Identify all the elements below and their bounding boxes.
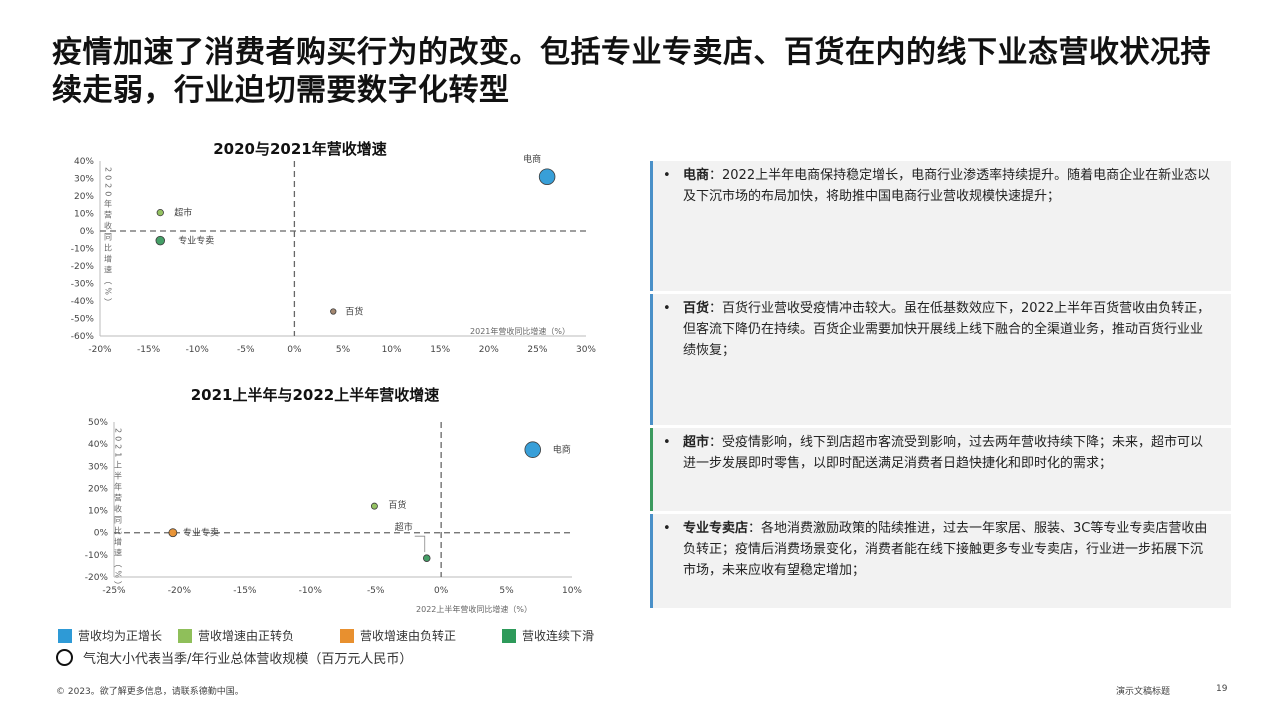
x-tick-label: -5%: [367, 586, 385, 596]
x-tick-label: -10%: [299, 586, 323, 596]
bullet-icon: •: [663, 301, 671, 316]
legend-swatch-blue: [58, 628, 72, 643]
legend-item-pos-to-neg: 营收增速由正转负: [178, 627, 294, 644]
panel-ecommerce: • 电商：2022上半年电商保持稳定增长，电商行业渗透率持续提升。随着电商企业在…: [650, 161, 1231, 291]
x-tick-label: -20%: [88, 345, 112, 355]
bubble-outline-icon: [56, 649, 73, 666]
y-tick-label: 0%: [80, 227, 95, 237]
y-tick-label: -40%: [71, 297, 95, 307]
legend-swatch-orange: [340, 628, 354, 643]
chart1-scatter: -20% -15% -10% -5% 0% 5% 10% 15% 20% 25% 30% 40% 30%…: [71, 154, 597, 355]
x-tick-label: 20%: [479, 345, 499, 355]
y-tick-label: -50%: [71, 315, 95, 325]
leader-line: [414, 535, 426, 553]
y-axis-label: 2021上半年营收同比增速（%）: [114, 428, 123, 592]
data-label: 电商: [553, 444, 571, 456]
panel-body: ：2022上半年电商保持稳定增长，电商行业渗透率持续提升。随着电商企业在新业态以…: [683, 168, 1211, 204]
legend-bubble-note: 气泡大小代表当季/年行业总体营收规模（百万元人民币）: [56, 648, 412, 667]
data-label: 专业专卖: [178, 235, 214, 247]
x-tick-label: 5%: [336, 345, 351, 355]
panel-specialty-store: • 专业专卖店：各地消费激励政策的陆续推进，过去一年家居、服装、3C等专业专卖店…: [650, 514, 1231, 608]
legend-label: 营收增速由负转正: [360, 629, 457, 643]
y-tick-label: 30%: [88, 462, 108, 472]
x-axis-label: 2022上半年营收同比增速（%）: [416, 604, 532, 614]
y-axis-label: 2020年营收同比增速（%）: [104, 167, 113, 309]
y-tick-label: -30%: [71, 280, 95, 290]
legend-label: 营收均为正增长: [78, 629, 163, 643]
x-tick-label: 15%: [430, 345, 450, 355]
y-tick-label: 10%: [88, 507, 108, 517]
footer-page-number: 19: [1216, 684, 1228, 694]
data-point: [524, 441, 542, 458]
bullet-icon: •: [663, 521, 671, 536]
y-tick-label: -60%: [71, 332, 95, 342]
panel-heading: 专业专卖店: [683, 521, 749, 536]
data-point: [155, 235, 166, 246]
y-tick-label: 30%: [74, 175, 94, 185]
data-label: 百货: [388, 499, 406, 511]
legend-label: 营收连续下滑: [522, 629, 595, 643]
x-tick-label: 10%: [382, 345, 402, 355]
data-point: [156, 209, 164, 217]
chart2-scatter: -25% -20% -15% -10% -5% 0% 5% 10% 50% 40% 30% 20% 10…: [85, 418, 583, 614]
panel-body: ：百货行业营收受疫情冲击较大。虽在低基数效应下，2022上半年百货营收由负转正，…: [683, 301, 1211, 358]
y-tick-label: 20%: [88, 484, 108, 494]
panel-supermarket: • 超市：受疫情影响，线下到店超市客流受到影响，过去两年营收持续下降；未来，超市…: [650, 428, 1231, 511]
x-axis-label: 2021年营收同比增速（%）: [470, 326, 570, 336]
x-tick-label: -15%: [137, 345, 161, 355]
x-tick-label: -5%: [237, 345, 255, 355]
panel-body: ：受疫情影响，线下到店超市客流受到影响，过去两年营收持续下降；未来，超市可以进一…: [683, 435, 1204, 471]
legend-swatch-green: [502, 628, 516, 643]
data-point: [538, 168, 556, 186]
data-point: [168, 528, 178, 538]
y-tick-label: 10%: [74, 210, 94, 220]
legend-item-positive: 营收均为正增长: [58, 627, 162, 644]
legend-label: 营收增速由正转负: [198, 629, 295, 643]
data-label: 电商: [523, 154, 541, 165]
x-tick-label: 0%: [434, 586, 449, 596]
y-tick-label: 40%: [88, 440, 108, 450]
data-label: 百货: [345, 306, 363, 318]
legend-item-decline: 营收连续下滑: [502, 627, 594, 644]
panel-body: ：各地消费激励政策的陆续推进，过去一年家居、服装、3C等专业专卖店营收由负转正；…: [683, 521, 1208, 578]
panel-heading: 百货: [683, 301, 710, 316]
data-point: [330, 308, 337, 315]
y-tick-label: -10%: [71, 245, 95, 255]
bullet-icon: •: [663, 435, 671, 450]
bullet-icon: •: [663, 168, 671, 183]
y-tick-label: -20%: [85, 573, 109, 583]
y-tick-label: 40%: [74, 157, 94, 167]
y-tick-label: -10%: [85, 551, 109, 561]
y-tick-label: -20%: [71, 262, 95, 272]
y-tick-label: 20%: [74, 192, 94, 202]
panel-department-store: • 百货：百货行业营收受疫情冲击较大。虽在低基数效应下，2022上半年百货营收由…: [650, 294, 1231, 425]
chart1-title: 2020与2021年营收增速: [213, 140, 387, 158]
x-tick-label: -10%: [186, 345, 210, 355]
x-tick-label: -20%: [168, 586, 192, 596]
x-tick-label: -25%: [102, 586, 126, 596]
page-title: 疫情加速了消费者购买行为的改变。包括专业专卖店、百货在内的线下业态营收状况持续走…: [52, 35, 1211, 108]
panel-heading: 电商: [683, 168, 710, 183]
x-tick-label: -15%: [233, 586, 257, 596]
y-tick-label: 50%: [88, 418, 108, 428]
legend-item-neg-to-pos: 营收增速由负转正: [340, 627, 456, 644]
chart2-title: 2021上半年与2022上半年营收增速: [190, 386, 440, 404]
data-point: [422, 554, 431, 562]
footer-copyright: © 2023。欲了解更多信息，请联系德勤中国。: [56, 687, 244, 697]
x-tick-label: 30%: [576, 345, 596, 355]
legend-swatch-lightgreen: [178, 628, 192, 643]
footer-doc-title: 演示文稿标题: [1116, 687, 1171, 697]
data-label: 超市: [174, 207, 192, 219]
x-tick-label: 5%: [499, 586, 514, 596]
x-tick-label: 10%: [562, 586, 582, 596]
y-tick-label: 0%: [94, 529, 109, 539]
data-label: 专业专卖: [183, 527, 219, 539]
x-tick-label: 0%: [287, 345, 302, 355]
data-label: 超市: [395, 521, 413, 533]
panel-heading: 超市: [683, 435, 710, 450]
data-point: [370, 502, 378, 510]
x-tick-label: 25%: [527, 345, 547, 355]
